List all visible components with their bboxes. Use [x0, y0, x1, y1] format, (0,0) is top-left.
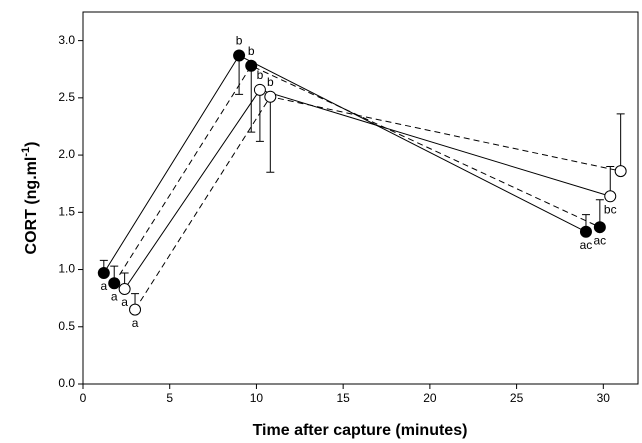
y-tick-label: 2.5: [58, 90, 75, 104]
y-tick-label: 0.0: [58, 376, 75, 390]
x-tick-label: 15: [336, 391, 350, 405]
x-tick-label: 25: [510, 391, 524, 405]
y-tick-label: 1.0: [58, 262, 75, 276]
plot-frame: [82, 11, 639, 385]
x-tick-label: 30: [597, 391, 611, 405]
y-title-sup: -1: [20, 147, 32, 157]
data-point: [604, 190, 617, 203]
y-tick-label: 3.0: [58, 33, 75, 47]
y-tick-label: 2.0: [58, 147, 75, 161]
point-label: a: [132, 316, 139, 330]
data-point: [593, 221, 606, 234]
error-bar: [255, 89, 264, 142]
x-axis-title: Time after capture (minutes): [253, 422, 468, 439]
point-label: b: [236, 34, 243, 48]
x-tick-label: 0: [80, 391, 87, 405]
series-line: [113, 65, 601, 284]
data-point: [129, 303, 142, 316]
y-title-text: CORT (ng.ml: [23, 157, 40, 255]
data-point: [118, 282, 131, 295]
x-tick-label: 20: [423, 391, 437, 405]
data-point: [233, 49, 246, 62]
x-tick-label: 10: [250, 391, 264, 405]
data-point: [245, 59, 258, 72]
data-point: [579, 225, 592, 238]
point-label: b: [248, 44, 255, 58]
y-tick-label: 0.5: [58, 319, 75, 333]
error-bar: [616, 113, 625, 172]
point-label: b: [257, 68, 264, 82]
point-label: b: [267, 75, 274, 89]
point-label: ac: [594, 233, 607, 247]
y-tick-label: 1.5: [58, 204, 75, 218]
data-point: [108, 277, 121, 290]
data-point: [253, 83, 266, 96]
point-label: ac: [580, 238, 593, 252]
series-line: [103, 54, 587, 274]
point-label: a: [121, 295, 128, 309]
data-point: [97, 266, 110, 279]
error-bar: [235, 55, 244, 95]
data-point: [614, 165, 627, 178]
error-bar: [247, 65, 256, 133]
data-point: [264, 90, 277, 103]
point-label: a: [111, 289, 118, 303]
y-axis-title: CORT (ng.ml-1): [20, 142, 40, 255]
point-label: a: [100, 279, 107, 293]
x-tick-label: 5: [166, 391, 173, 405]
y-title-after: ): [23, 142, 40, 147]
point-label: bc: [604, 202, 617, 216]
error-bar: [266, 96, 275, 173]
